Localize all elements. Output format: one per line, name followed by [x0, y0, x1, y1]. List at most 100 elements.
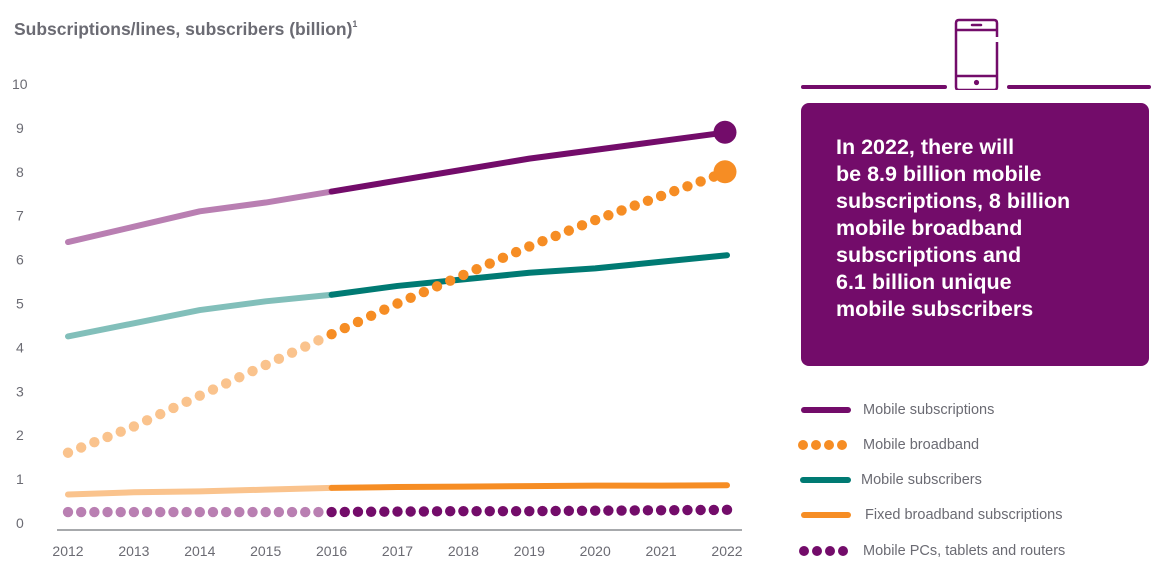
- data-point: [365, 506, 377, 517]
- data-point: [471, 505, 482, 517]
- data-point: [616, 505, 627, 516]
- data-point: [537, 505, 548, 517]
- legend-swatch-solid: [801, 512, 851, 518]
- data-point: [405, 292, 416, 303]
- data-point: [313, 506, 324, 518]
- data-point: [352, 506, 364, 518]
- legend-label: Mobile PCs, tablets and routers: [863, 543, 1066, 559]
- legend-swatch-solid: [801, 407, 851, 413]
- series-mobile-subscribers: [65, 252, 730, 340]
- smartphone-icon: [801, 18, 1151, 92]
- data-point: [563, 225, 575, 236]
- data-point: [234, 506, 245, 518]
- series-line-historical: [65, 188, 335, 246]
- data-point: [431, 281, 443, 292]
- legend-label: Mobile subscriptions: [863, 402, 995, 418]
- y-tick-label: 10: [12, 76, 28, 92]
- data-point: [537, 235, 548, 247]
- legend-swatch-dotted: [799, 546, 848, 556]
- data-point: [682, 504, 693, 516]
- data-point: [181, 506, 192, 518]
- legend-swatch-dotted: [798, 440, 847, 450]
- data-point: [247, 365, 258, 377]
- data-point: [458, 505, 469, 517]
- phone-divider: [800, 18, 1152, 92]
- data-point: [181, 396, 192, 408]
- data-point: [128, 421, 140, 432]
- data-point: [629, 505, 640, 516]
- data-point: [326, 506, 337, 518]
- data-point: [629, 200, 640, 211]
- data-point: [418, 506, 430, 517]
- data-point: [75, 506, 87, 518]
- data-point: [286, 506, 298, 518]
- data-point: [445, 506, 456, 517]
- y-tick-label: 1: [16, 471, 24, 487]
- data-point: [102, 431, 113, 443]
- data-point: [273, 353, 285, 365]
- data-point: [590, 505, 601, 516]
- data-point: [669, 185, 680, 197]
- data-point: [234, 372, 245, 383]
- data-point: [550, 230, 561, 242]
- y-tick-label: 6: [16, 252, 24, 268]
- data-point: [115, 506, 126, 518]
- y-tick-label: 5: [16, 296, 24, 312]
- data-point: [445, 275, 456, 286]
- data-point: [458, 269, 469, 281]
- data-point: [379, 304, 390, 315]
- data-point: [339, 506, 350, 518]
- x-tick-label: 2017: [382, 543, 413, 559]
- legend-swatch-solid: [800, 477, 851, 483]
- y-tick-label: 4: [16, 339, 24, 355]
- x-tick-label: 2016: [316, 543, 347, 559]
- x-tick-label: 2020: [580, 543, 611, 559]
- data-point: [128, 506, 140, 518]
- data-point: [510, 246, 522, 258]
- series-mobile-pcs-tablets-and-routers: [62, 504, 733, 518]
- callout-line: mobile subscribers: [836, 297, 1034, 321]
- callout-line: In 2022, there will: [836, 135, 1015, 159]
- data-point: [431, 506, 443, 517]
- chart-title-text: Subscriptions/lines, subscribers (billio…: [14, 19, 353, 39]
- series-line-historical: [65, 291, 335, 340]
- data-point: [115, 426, 126, 437]
- series-line-forecast: [328, 482, 730, 491]
- y-tick-label: 9: [16, 120, 24, 136]
- data-point: [89, 506, 100, 518]
- series-mobile-subscriptions: [65, 120, 737, 246]
- x-tick-label: 2018: [448, 543, 479, 559]
- series-fixed-broadband-subscriptions: [65, 482, 730, 498]
- x-tick-label: 2021: [646, 543, 677, 559]
- data-point: [669, 504, 680, 516]
- data-point: [471, 264, 482, 275]
- data-point: [524, 505, 535, 517]
- end-marker: [713, 160, 737, 184]
- data-point: [708, 504, 720, 516]
- data-point: [550, 505, 561, 517]
- legend-item-mobile-subscribers: Mobile subscribers: [798, 468, 1158, 492]
- legend-item-mobile-pcs: Mobile PCs, tablets and routers: [798, 539, 1158, 563]
- data-point: [62, 447, 74, 458]
- data-point: [207, 506, 219, 518]
- data-point: [220, 378, 232, 389]
- y-axis: 0 1 2 3 4 5 6 7 8 9 10: [12, 76, 28, 531]
- data-point: [300, 341, 311, 352]
- legend-item-mobile-broadband: Mobile broadband: [798, 433, 1158, 457]
- data-point: [352, 316, 364, 328]
- data-point: [590, 214, 601, 226]
- data-point: [207, 384, 219, 395]
- data-point: [168, 506, 179, 518]
- data-point: [260, 506, 271, 518]
- data-point: [524, 241, 535, 252]
- data-point: [655, 190, 667, 202]
- data-point: [497, 505, 509, 517]
- callout-line: 6.1 billion unique: [836, 270, 1012, 294]
- series-line-forecast: [328, 252, 730, 298]
- callout-line: subscriptions and: [836, 243, 1022, 267]
- data-point: [576, 505, 588, 516]
- data-point: [155, 506, 166, 518]
- data-point: [194, 390, 205, 401]
- data-point: [695, 504, 706, 516]
